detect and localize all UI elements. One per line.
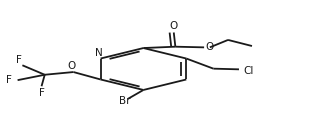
Text: F: F — [39, 88, 44, 98]
Text: F: F — [6, 75, 12, 85]
Text: N: N — [95, 48, 103, 58]
Text: Br: Br — [118, 96, 130, 106]
Text: O: O — [68, 61, 76, 71]
Text: F: F — [15, 55, 22, 65]
Text: O: O — [206, 42, 214, 52]
Text: Cl: Cl — [244, 66, 254, 76]
Text: O: O — [170, 21, 178, 31]
